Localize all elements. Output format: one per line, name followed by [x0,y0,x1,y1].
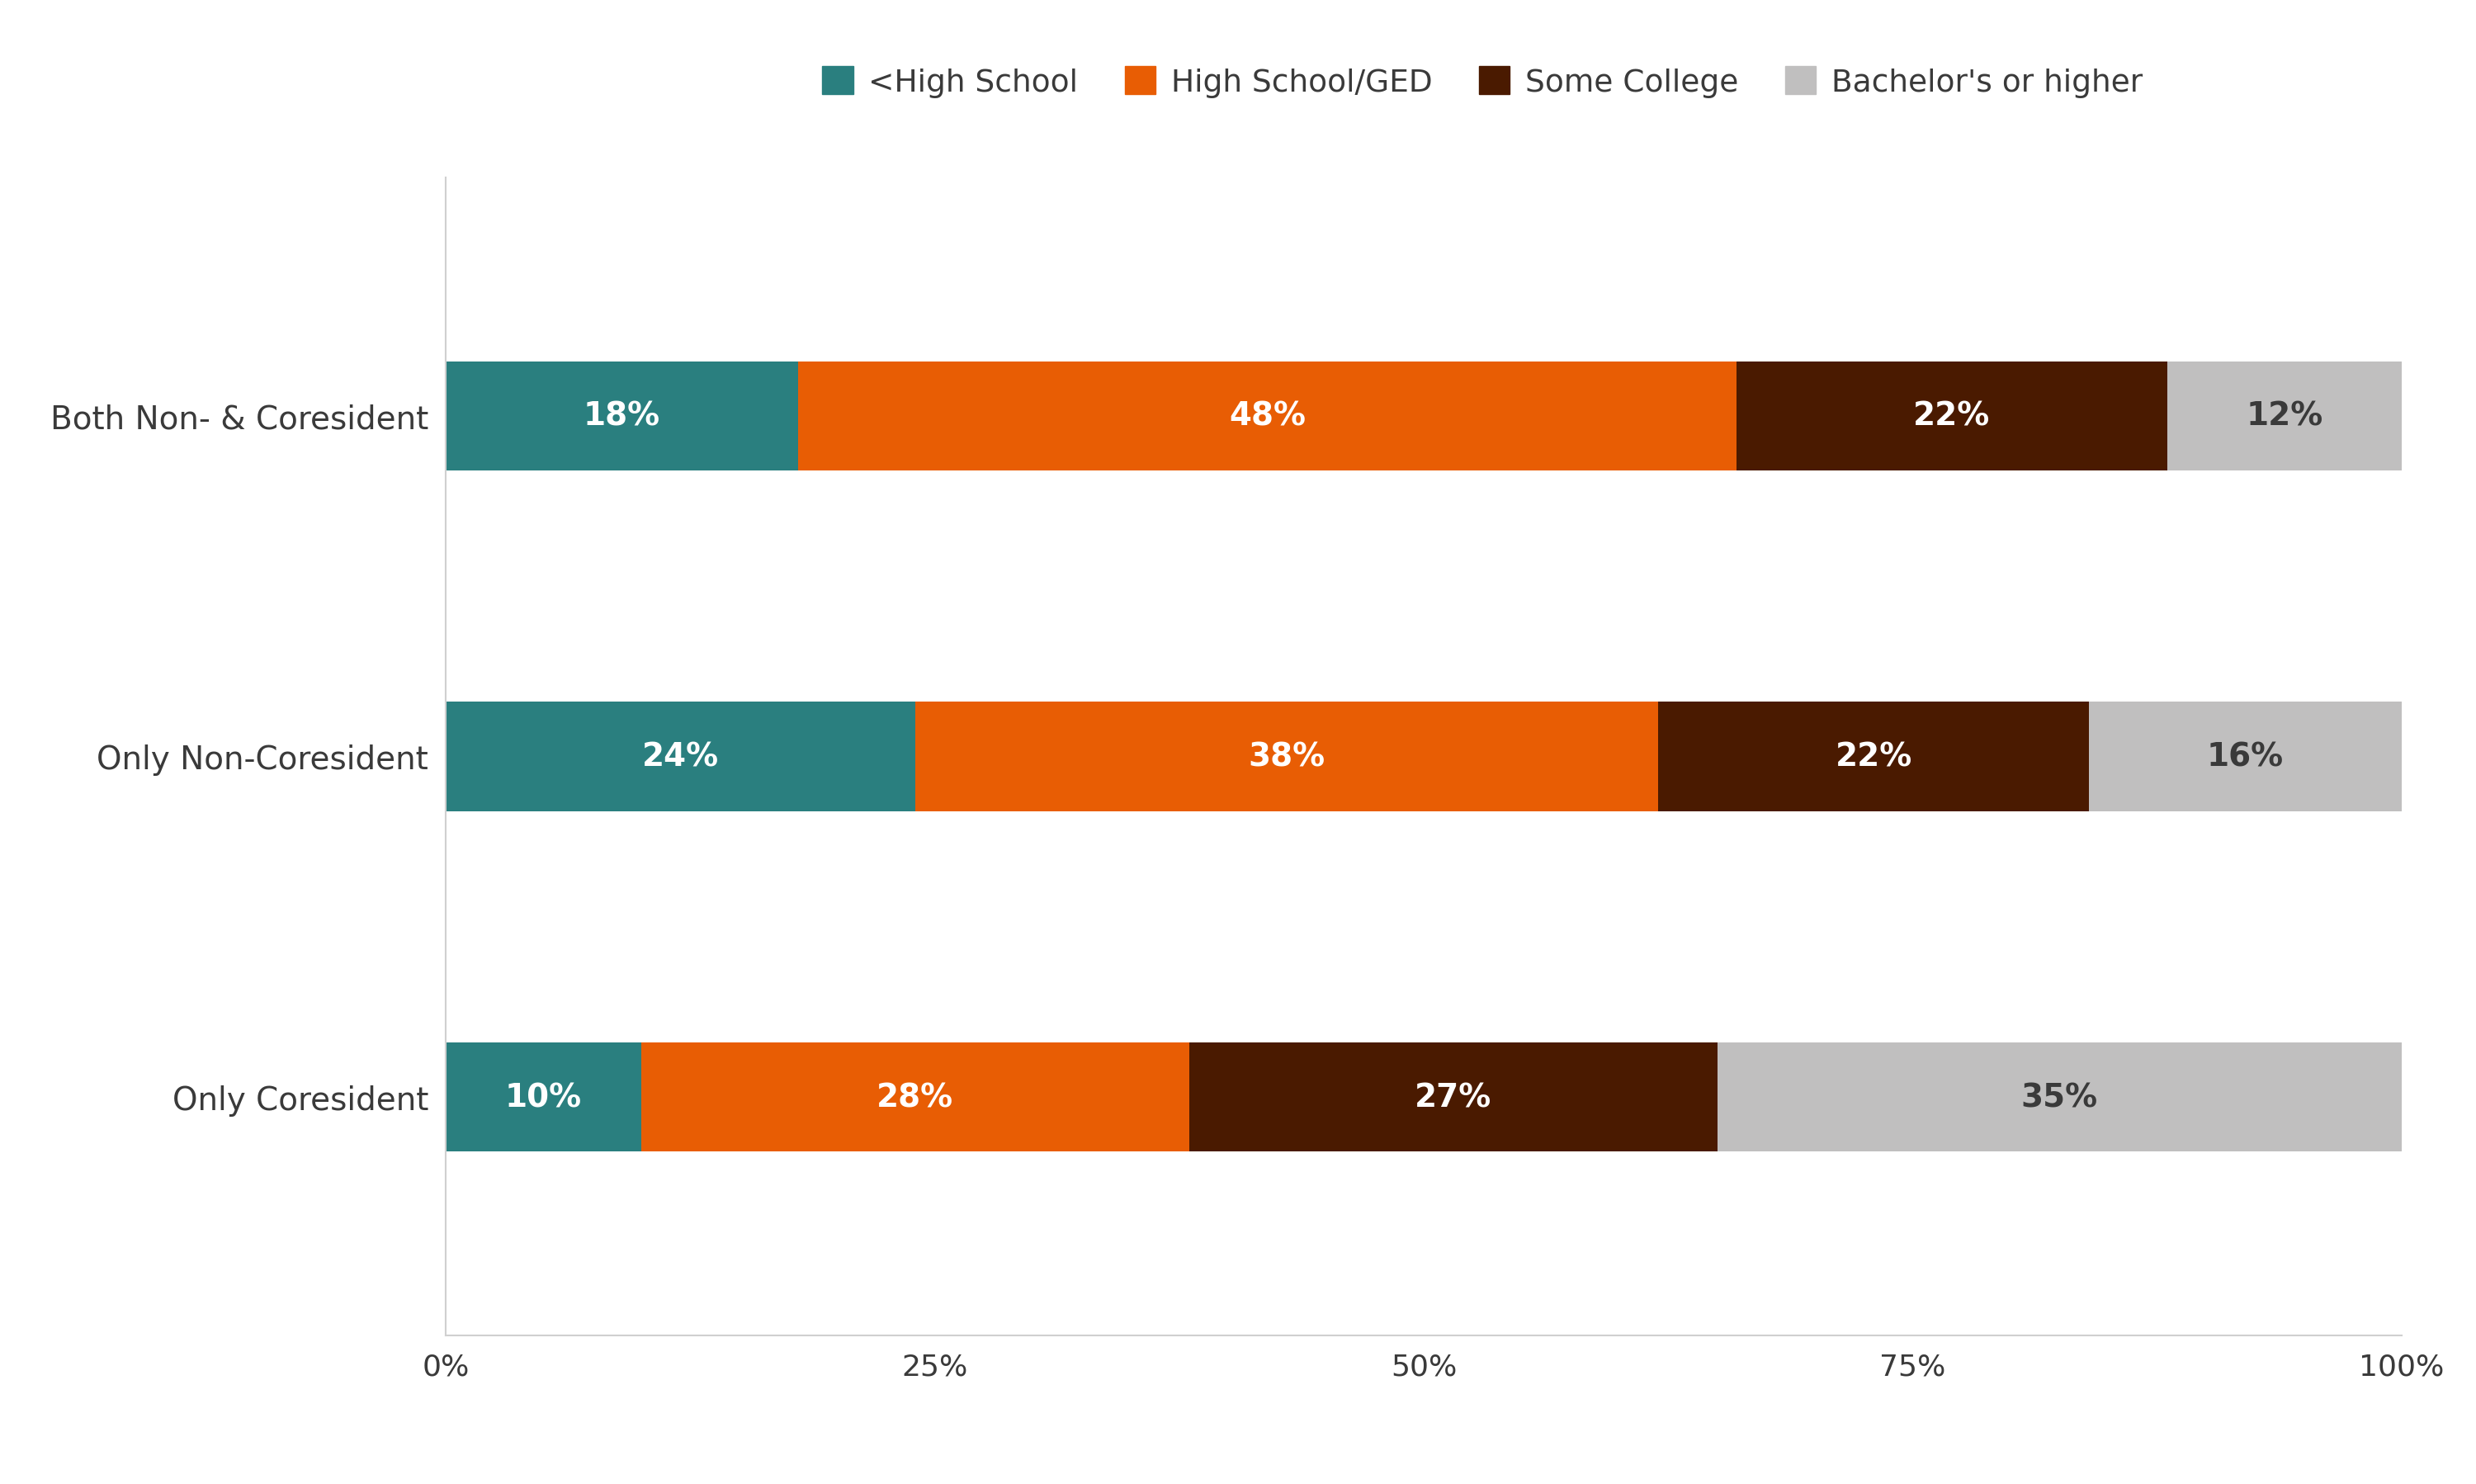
Bar [446,362,797,470]
Bar [641,1043,1188,1152]
Text: 10%: 10% [505,1082,582,1113]
Text: 27%: 27% [1414,1082,1491,1113]
Text: 22%: 22% [1914,401,1991,432]
Legend: <High School, High School/GED, Some College, Bachelor's or higher: <High School, High School/GED, Some Coll… [810,55,2154,110]
Text: 22%: 22% [1835,741,1911,773]
Text: 28%: 28% [877,1082,953,1113]
Text: 48%: 48% [1228,401,1305,432]
Bar [1718,1043,2402,1152]
Text: 38%: 38% [1248,741,1325,773]
Bar [2166,362,2402,470]
Text: 24%: 24% [641,741,718,773]
Bar [916,702,1659,812]
Text: 35%: 35% [2020,1082,2097,1113]
Bar [2090,702,2402,812]
Text: 12%: 12% [2246,401,2322,432]
Text: 16%: 16% [2206,741,2283,773]
Bar [1659,702,2090,812]
Bar [446,702,916,812]
Text: 18%: 18% [584,401,661,432]
Bar [1736,362,2166,470]
Bar [1188,1043,1718,1152]
Bar [446,1043,641,1152]
Bar [797,362,1736,470]
